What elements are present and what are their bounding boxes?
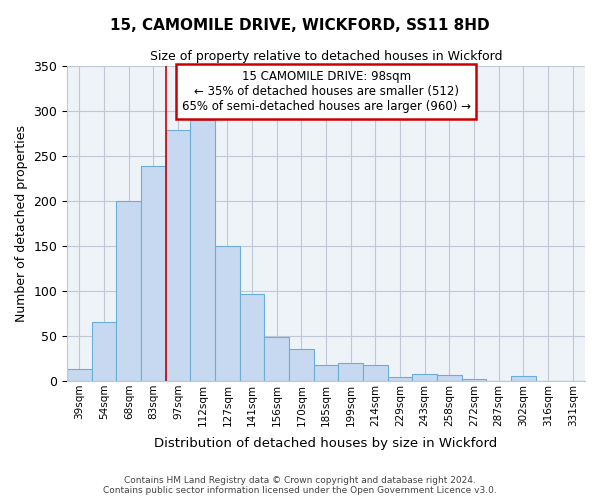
Bar [412, 374, 437, 381]
X-axis label: Distribution of detached houses by size in Wickford: Distribution of detached houses by size … [154, 437, 498, 450]
Bar [190, 120, 215, 381]
Text: Contains HM Land Registry data © Crown copyright and database right 2024.
Contai: Contains HM Land Registry data © Crown c… [103, 476, 497, 495]
Text: 15, CAMOMILE DRIVE, WICKFORD, SS11 8HD: 15, CAMOMILE DRIVE, WICKFORD, SS11 8HD [110, 18, 490, 32]
Bar [338, 363, 363, 381]
Bar [240, 294, 265, 381]
Bar [314, 365, 338, 381]
Title: Size of property relative to detached houses in Wickford: Size of property relative to detached ho… [150, 50, 502, 63]
Bar [388, 378, 412, 381]
Bar [67, 370, 92, 381]
Bar [166, 130, 190, 381]
Bar [116, 200, 141, 381]
Bar [215, 246, 240, 381]
Bar [265, 337, 289, 381]
Bar [437, 374, 462, 381]
Bar [141, 166, 166, 381]
Bar [92, 322, 116, 381]
Bar [289, 350, 314, 381]
Y-axis label: Number of detached properties: Number of detached properties [15, 125, 28, 322]
Text: 15 CAMOMILE DRIVE: 98sqm
← 35% of detached houses are smaller (512)
65% of semi-: 15 CAMOMILE DRIVE: 98sqm ← 35% of detach… [182, 70, 470, 114]
Bar [462, 379, 487, 381]
Bar [511, 376, 536, 381]
Bar [363, 365, 388, 381]
